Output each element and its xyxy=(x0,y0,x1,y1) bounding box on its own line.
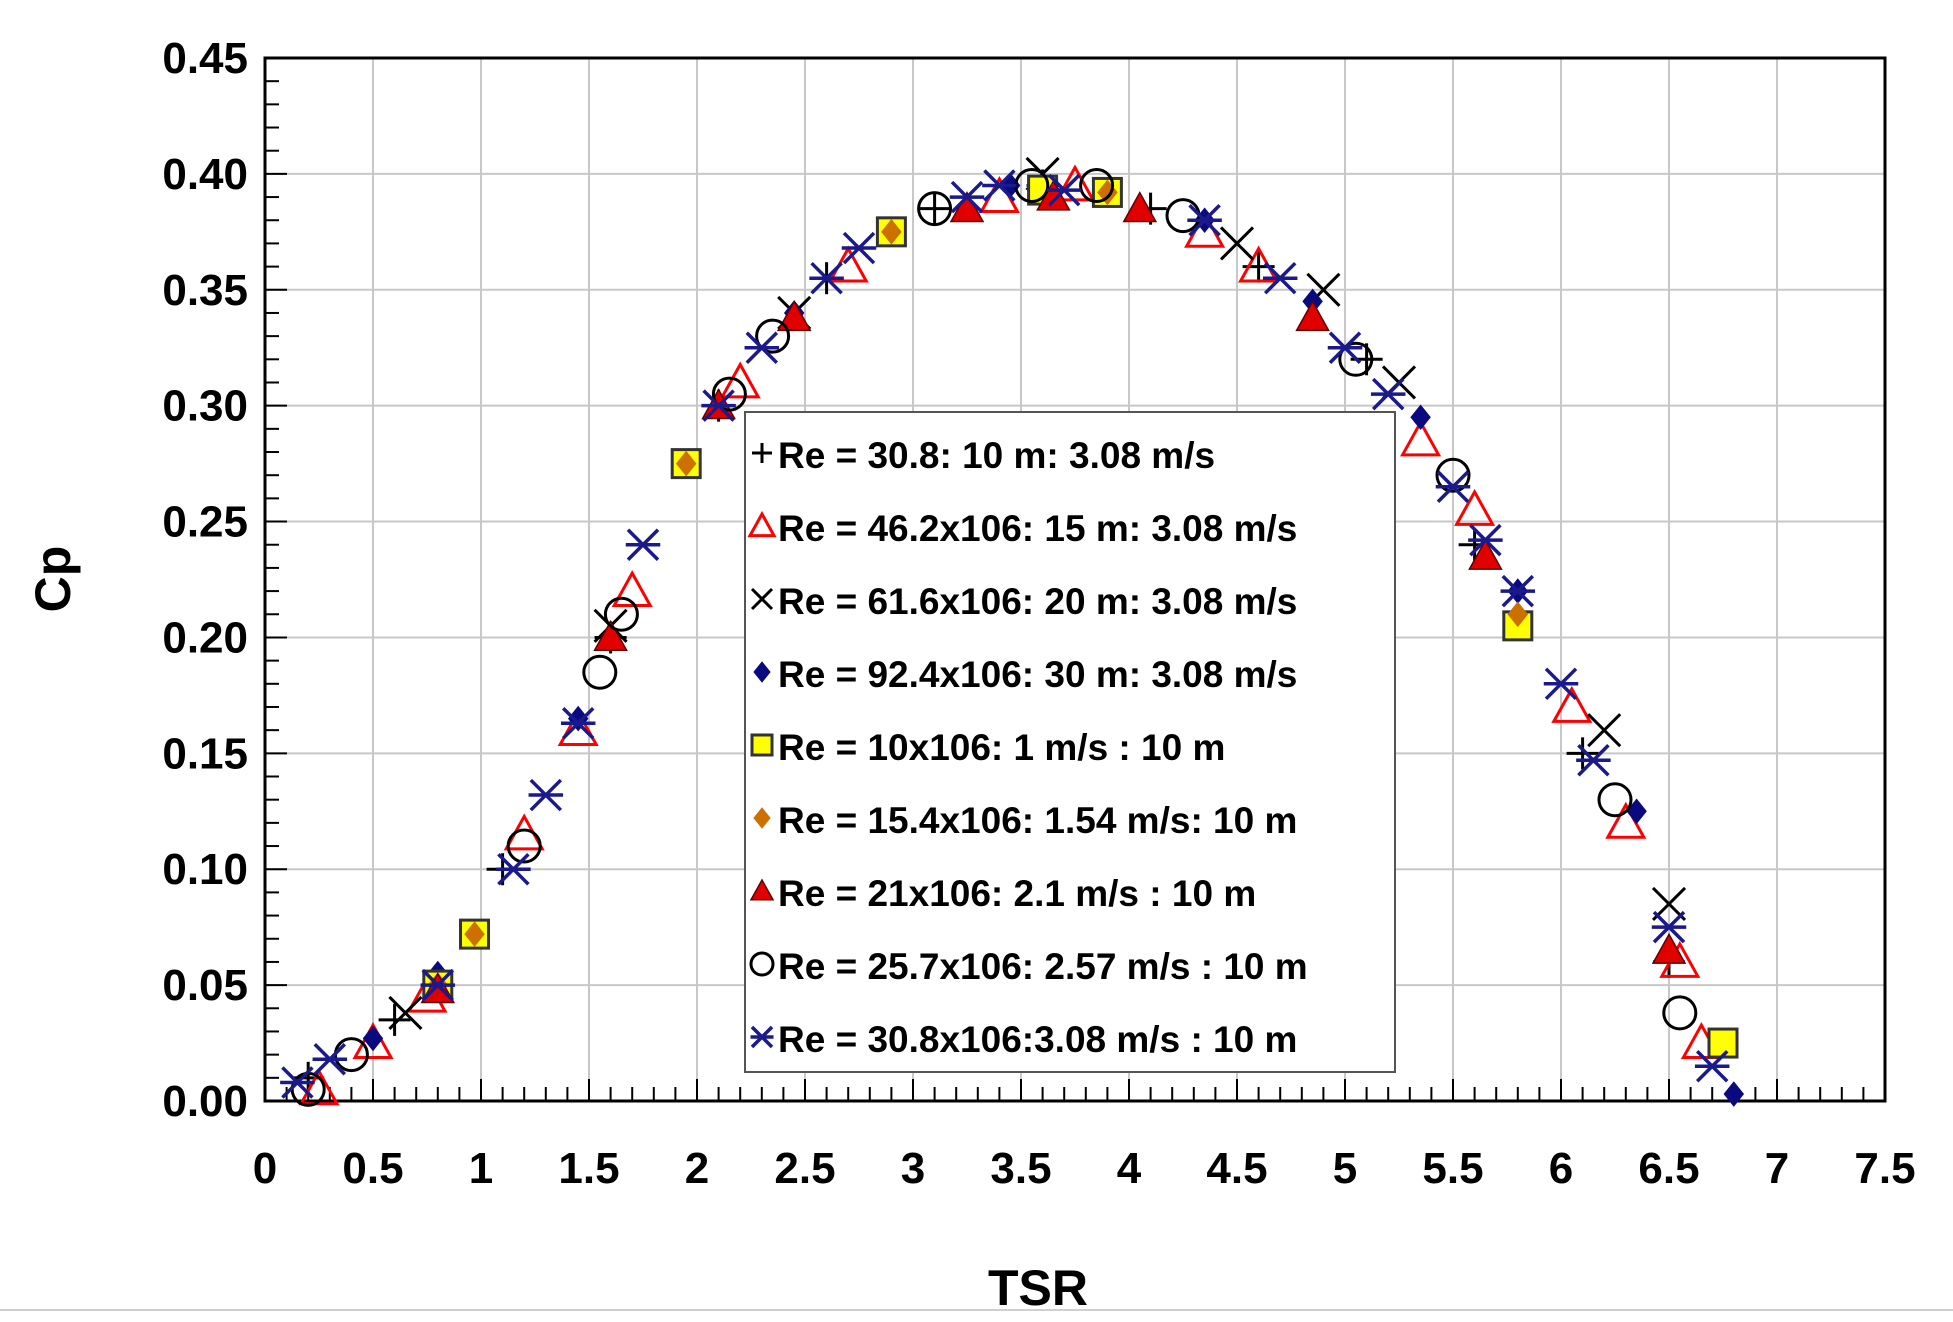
x-tick-label: 7.5 xyxy=(1854,1144,1915,1193)
y-tick-label: 0.15 xyxy=(162,729,248,778)
legend-label: Re = 30.8: 10 m: 3.08 m/s xyxy=(778,435,1215,476)
legend-entry: Re = 46.2x106: 15 m: 3.08 m/s xyxy=(750,508,1297,549)
y-tick-label: 0.25 xyxy=(162,498,248,547)
legend-label: Re = 15.4x106: 1.54 m/s: 10 m xyxy=(778,800,1297,841)
x-tick-label: 2.5 xyxy=(774,1144,835,1193)
x-tick-label: 3.5 xyxy=(990,1144,1051,1193)
y-tick-label: 0.05 xyxy=(162,961,248,1010)
legend-entry: Re = 30.8x106:3.08 m/s : 10 m xyxy=(751,1019,1298,1060)
data-point xyxy=(1709,1029,1737,1057)
legend-entry: Re = 30.8: 10 m: 3.08 m/s xyxy=(752,435,1215,476)
x-tick-label: 1 xyxy=(469,1144,493,1193)
y-tick-label: 0.10 xyxy=(162,845,248,894)
legend-marker xyxy=(752,735,772,755)
y-tick-label: 0.35 xyxy=(162,266,248,315)
x-tick-label: 6.5 xyxy=(1638,1144,1699,1193)
legend-entry: Re = 15.4x106: 1.54 m/s: 10 m xyxy=(754,800,1297,841)
y-tick-label: 0.20 xyxy=(162,613,248,662)
legend-entry: Re = 92.4x106: 30 m: 3.08 m/s xyxy=(754,654,1297,695)
legend-entry: Re = 25.7x106: 2.57 m/s : 10 m xyxy=(751,946,1308,987)
legend-label: Re = 30.8x106:3.08 m/s : 10 m xyxy=(778,1019,1297,1060)
x-tick-label: 0 xyxy=(253,1144,277,1193)
legend-entry: Re = 10x106: 1 m/s : 10 m xyxy=(752,727,1225,768)
x-tick-label: 7 xyxy=(1765,1144,1789,1193)
y-tick-label: 0.40 xyxy=(162,150,248,199)
x-tick-label: 1.5 xyxy=(558,1144,619,1193)
x-tick-label: 2 xyxy=(685,1144,709,1193)
legend-label: Re = 61.6x106: 20 m: 3.08 m/s xyxy=(778,581,1297,622)
y-tick-label: 0.30 xyxy=(162,382,248,431)
legend-label: Re = 25.7x106: 2.57 m/s : 10 m xyxy=(778,946,1308,987)
y-axis-title: Cp xyxy=(25,546,81,613)
x-tick-label: 4.5 xyxy=(1206,1144,1267,1193)
legend-entry: Re = 61.6x106: 20 m: 3.08 m/s xyxy=(752,581,1297,622)
x-tick-label: 5 xyxy=(1333,1144,1357,1193)
legend-label: Re = 10x106: 1 m/s : 10 m xyxy=(778,727,1225,768)
x-axis-title: TSR xyxy=(988,1260,1088,1316)
x-tick-label: 5.5 xyxy=(1422,1144,1483,1193)
legend-label: Re = 92.4x106: 30 m: 3.08 m/s xyxy=(778,654,1297,695)
x-tick-label: 6 xyxy=(1549,1144,1573,1193)
legend-entry: Re = 21x106: 2.1 m/s : 10 m xyxy=(751,873,1256,914)
legend-label: Re = 46.2x106: 15 m: 3.08 m/s xyxy=(778,508,1297,549)
x-tick-label: 3 xyxy=(901,1144,925,1193)
y-tick-label: 0.45 xyxy=(162,34,248,83)
x-tick-label: 0.5 xyxy=(342,1144,403,1193)
x-tick-label: 4 xyxy=(1117,1144,1142,1193)
y-tick-label: 0.00 xyxy=(162,1077,248,1126)
legend-label: Re = 21x106: 2.1 m/s : 10 m xyxy=(778,873,1256,914)
legend: Re = 30.8: 10 m: 3.08 m/s Re = 46.2x106: … xyxy=(745,412,1395,1072)
